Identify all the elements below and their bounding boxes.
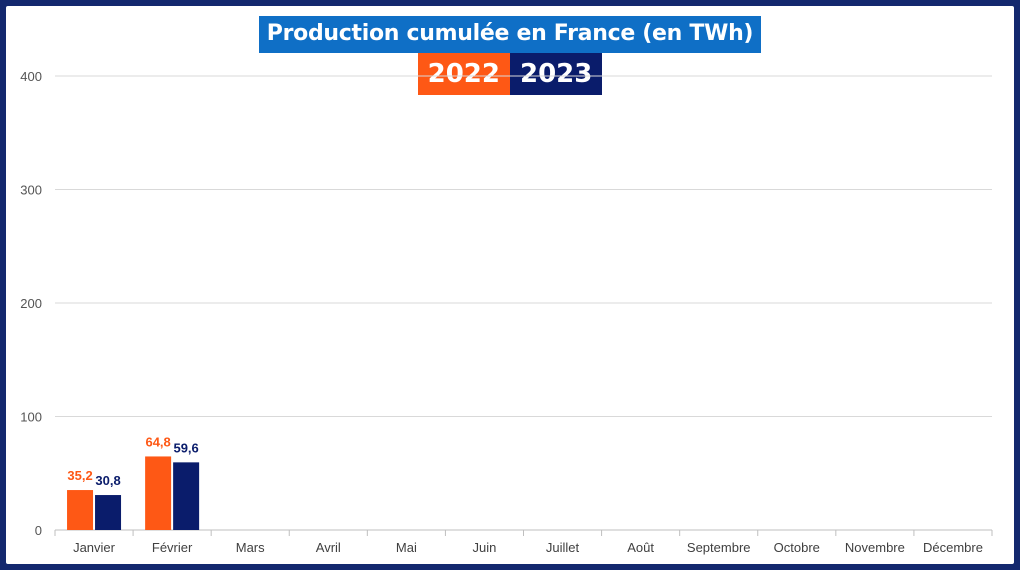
- bar-2023: [95, 495, 122, 530]
- chart-title: Production cumulée en France (en TWh): [258, 16, 762, 53]
- data-label-2023: 30,8: [95, 473, 120, 488]
- y-tick-label-300: 300: [20, 183, 42, 198]
- x-tick-label: Mai: [396, 540, 417, 555]
- x-tick-label: Septembre: [687, 540, 751, 555]
- bar-2022: [145, 456, 172, 530]
- x-tick-label: Avril: [316, 540, 341, 555]
- data-label-2022: 64,8: [145, 434, 170, 449]
- x-tick-label: Août: [627, 540, 654, 555]
- x-tick-label: Février: [152, 540, 193, 555]
- bar-2023: [173, 462, 200, 530]
- y-tick-label-400: 400: [20, 69, 42, 84]
- x-tick-label: Mars: [236, 540, 265, 555]
- data-label-2023: 59,6: [173, 440, 198, 455]
- y-tick-label-0: 0: [35, 523, 42, 538]
- y-tick-label-100: 100: [20, 410, 42, 425]
- legend-2023: 2023: [510, 53, 603, 95]
- legend-2022: 2022: [417, 53, 510, 95]
- x-tick-label: Novembre: [845, 540, 905, 555]
- legend: 2022 2023: [417, 53, 603, 95]
- x-tick-label: Juillet: [546, 540, 580, 555]
- bar-2022: [67, 490, 94, 530]
- data-label-2022: 35,2: [67, 468, 92, 483]
- y-tick-label-200: 200: [20, 296, 42, 311]
- chart-header: Production cumulée en France (en TWh) 20…: [6, 16, 1014, 95]
- x-tick-label: Décembre: [923, 540, 983, 555]
- x-tick-label: Octobre: [774, 540, 820, 555]
- x-tick-label: Juin: [473, 540, 497, 555]
- x-tick-label: Janvier: [73, 540, 116, 555]
